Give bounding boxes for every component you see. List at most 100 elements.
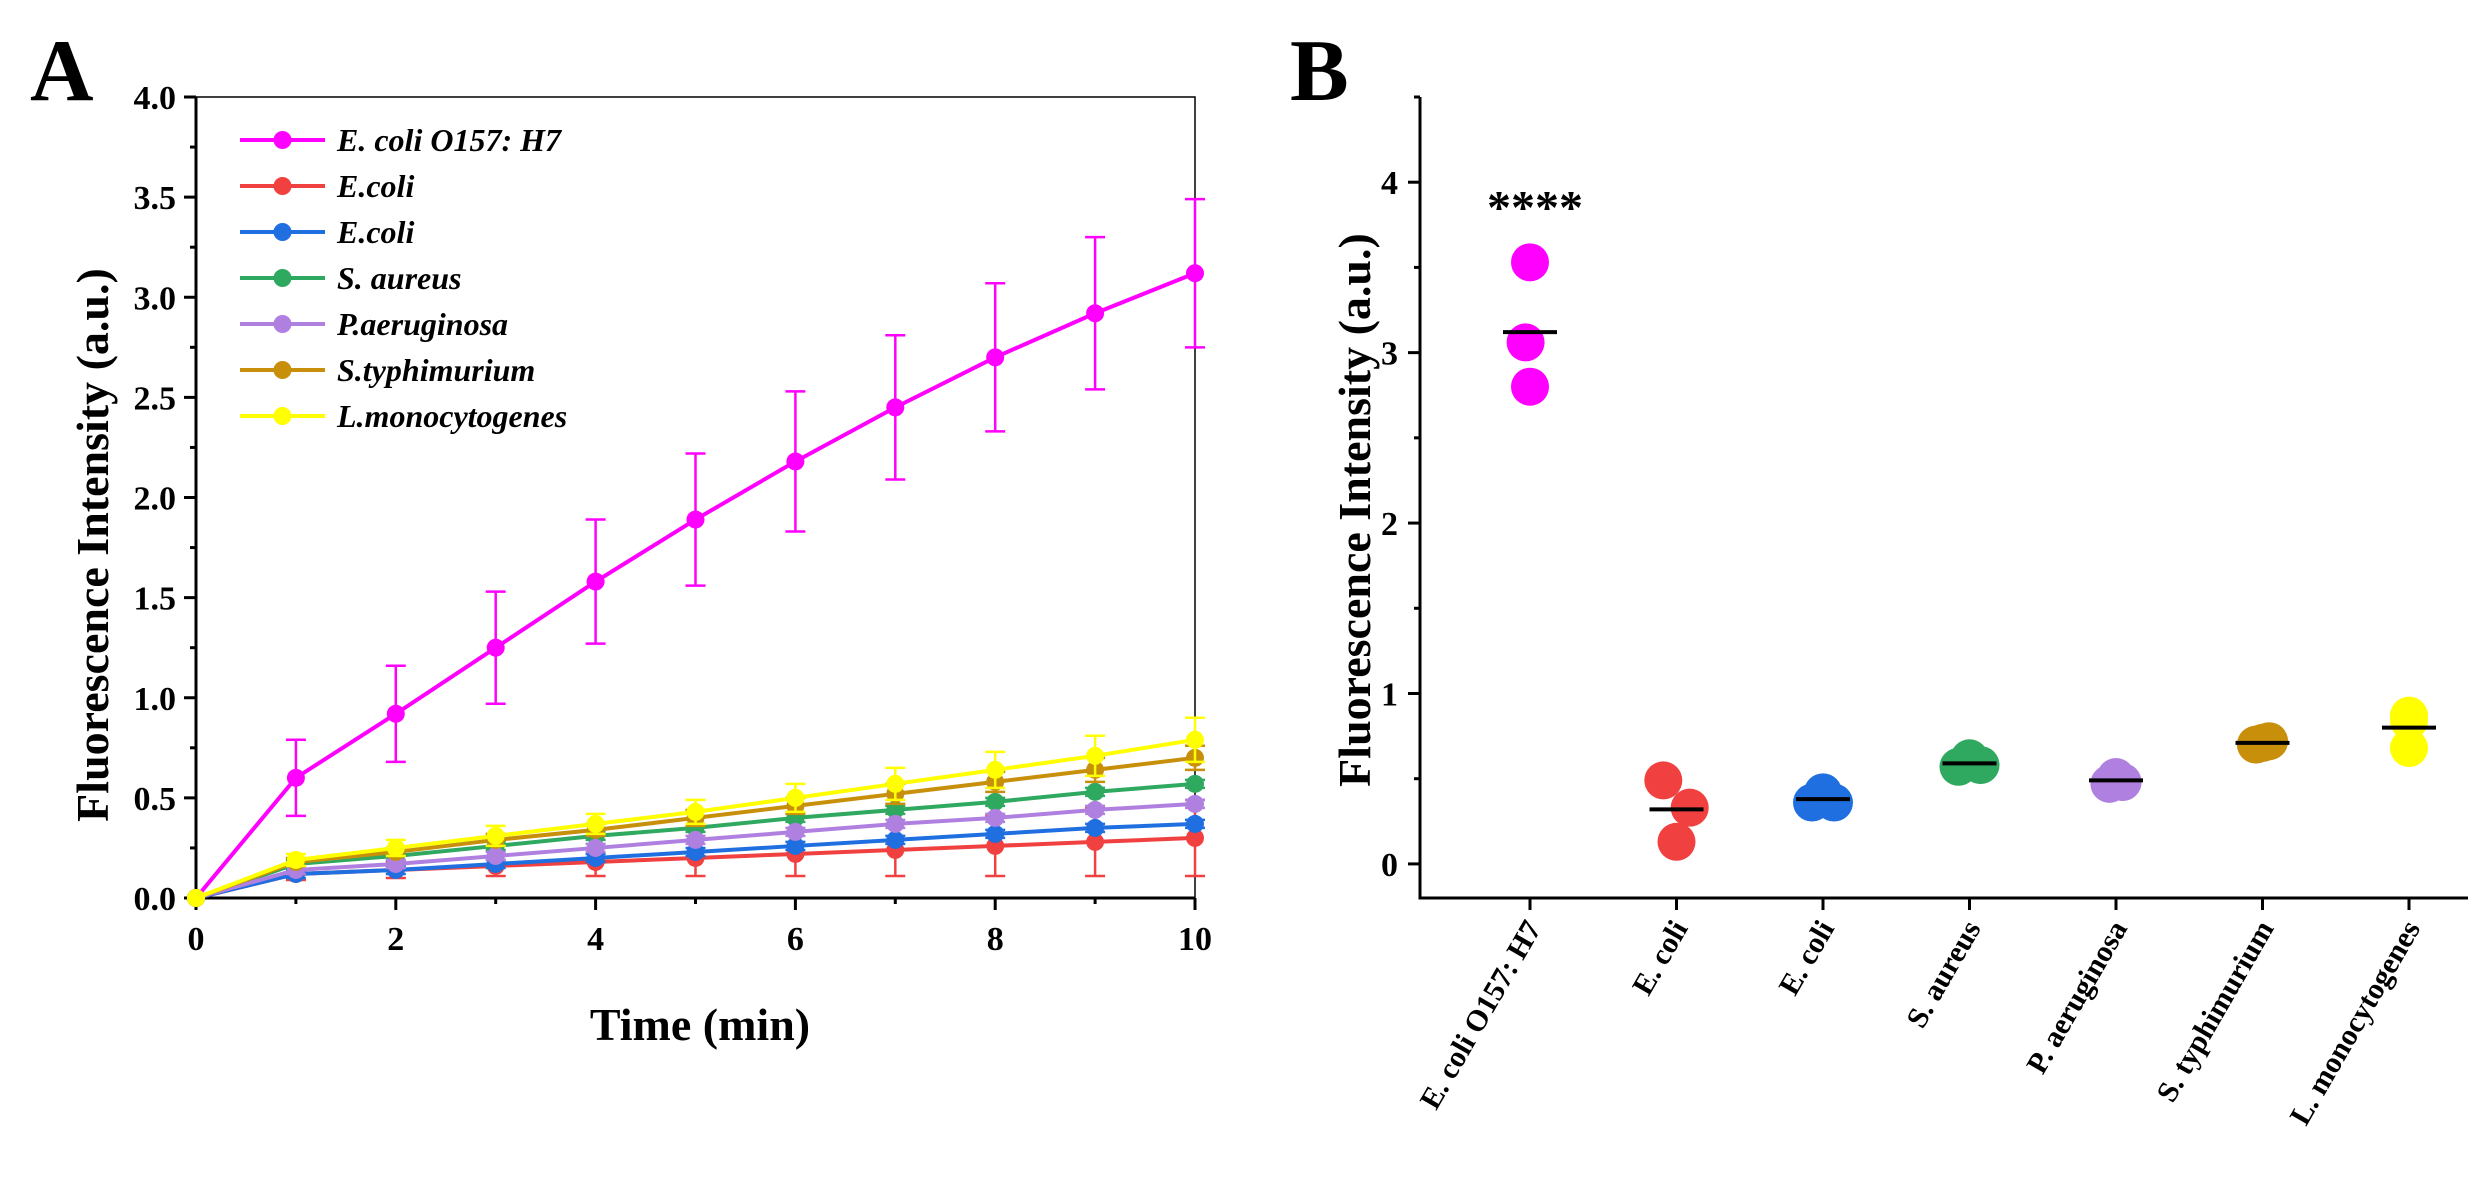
data-point — [1086, 782, 1105, 801]
data-point — [1186, 730, 1204, 749]
x-category-label: L. monocytogenes — [2283, 915, 2427, 1131]
data-point — [1086, 800, 1105, 819]
group-0 — [1503, 243, 1557, 406]
group-1 — [1644, 761, 1709, 861]
data-point — [486, 638, 505, 657]
data-point — [586, 572, 605, 591]
panel-b: B Fluorescence Intensity (a.u.) 0 1 2 3 4 E. … — [1290, 23, 2468, 1131]
y-tick-label: 1.5 — [134, 581, 177, 618]
data-point — [886, 814, 905, 833]
legend-marker — [273, 177, 292, 195]
data-point — [886, 398, 905, 417]
y-tick-label: 4.0 — [134, 80, 177, 117]
data-point — [2390, 729, 2428, 768]
legend-entry: S.typhimurium — [337, 352, 535, 388]
y-tick-label: 2 — [1381, 506, 1398, 543]
data-point — [986, 348, 1005, 367]
y-tick-label: 2.5 — [134, 380, 177, 417]
panel-a-plot-area — [187, 197, 1205, 907]
x-tick-label: 0 — [188, 921, 205, 958]
data-point — [586, 814, 605, 833]
series-0 — [187, 197, 1205, 907]
x-category-label: S. typhimurium — [2150, 915, 2280, 1108]
data-point — [886, 800, 905, 819]
y-tick-label: 0.5 — [134, 781, 177, 818]
legend-entry: S. aureus — [337, 260, 462, 296]
data-point — [1950, 739, 1989, 778]
x-tick-label: 10 — [1178, 921, 1212, 958]
panel-a-xlabel: Time (min) — [590, 999, 810, 1050]
x-category-label: E. coli — [1772, 915, 1841, 1001]
legend-marker — [273, 269, 292, 287]
y-tick-label: 3.5 — [134, 180, 177, 217]
data-point — [1644, 761, 1683, 800]
data-point — [686, 510, 705, 529]
data-point — [786, 452, 805, 471]
data-point — [986, 760, 1005, 779]
data-point — [786, 822, 805, 841]
data-point — [686, 830, 705, 849]
x-category-label: E. coli O157: H7 — [1414, 915, 1548, 1115]
data-point — [686, 802, 705, 821]
y-tick-label: 1 — [1381, 676, 1398, 713]
legend-marker — [273, 407, 292, 425]
x-category-label: S. aureus — [1900, 915, 1987, 1034]
x-category-label: P. aeruginosa — [2020, 915, 2134, 1079]
data-point — [1186, 774, 1204, 793]
data-point — [187, 889, 205, 907]
data-point — [986, 824, 1005, 843]
axis-frame — [196, 96, 1196, 898]
series-5 — [187, 744, 1205, 907]
y-tick-label: 4 — [1381, 165, 1398, 202]
legend-marker — [273, 223, 292, 241]
data-point — [586, 838, 605, 857]
y-tick-label: 0.0 — [134, 881, 177, 918]
data-point — [1186, 828, 1204, 847]
panel-a-legend: E. coli O157: H7 E.coli E.coli S. aureus P.a… — [240, 122, 567, 434]
legend-entry: E.coli — [336, 168, 414, 204]
data-point — [1186, 814, 1204, 833]
data-point — [786, 788, 805, 807]
y-tick-label: 3 — [1381, 336, 1398, 373]
group-3 — [1939, 739, 2000, 786]
data-point — [1186, 794, 1204, 813]
panel-b-ylabel: Fluorescence Intensity (a.u.) — [1329, 233, 1380, 787]
y-tick-label: 2.0 — [134, 481, 177, 518]
data-point — [1086, 304, 1105, 323]
data-point — [2097, 757, 2135, 796]
legend-marker — [273, 131, 292, 149]
data-point — [1086, 832, 1105, 851]
legend-marker — [273, 361, 292, 379]
data-point — [786, 836, 805, 855]
data-point — [2390, 701, 2428, 740]
data-point — [486, 826, 505, 845]
y-tick-label: 3.0 — [134, 280, 177, 317]
y-tick-label: 0 — [1381, 847, 1398, 884]
data-point — [986, 808, 1005, 827]
panel-b-plot-area — [1503, 243, 2436, 861]
x-tick-label: 4 — [587, 921, 604, 958]
x-tick-label: 6 — [787, 921, 804, 958]
data-point — [386, 704, 405, 723]
significance-marker: **** — [1487, 181, 1583, 234]
data-point — [386, 838, 405, 857]
data-point — [986, 792, 1005, 811]
data-point — [1086, 818, 1105, 837]
data-point — [286, 768, 305, 787]
panel-a-axes: 0.0 0.5 1.0 1.5 2.0 2.5 3.0 3.5 4.0 0 2 4 6 8 10 — [134, 80, 1213, 958]
y-tick-label: 1.0 — [134, 681, 177, 718]
data-point — [1186, 264, 1204, 283]
x-tick-label: 2 — [387, 921, 404, 958]
data-point — [1511, 243, 1549, 282]
data-point — [1511, 367, 1549, 406]
group-5 — [2235, 722, 2290, 764]
group-4 — [2089, 757, 2143, 803]
panel-a-label: A — [30, 23, 94, 120]
data-point — [1086, 746, 1105, 765]
panel-a-ylabel: Fluorescence Intensity (a.u.) — [67, 268, 118, 822]
legend-entry: E. coli O157: H7 — [336, 122, 563, 158]
legend-marker — [273, 315, 292, 333]
x-category-label: E. coli — [1626, 915, 1695, 1001]
group-2 — [1793, 773, 1853, 822]
